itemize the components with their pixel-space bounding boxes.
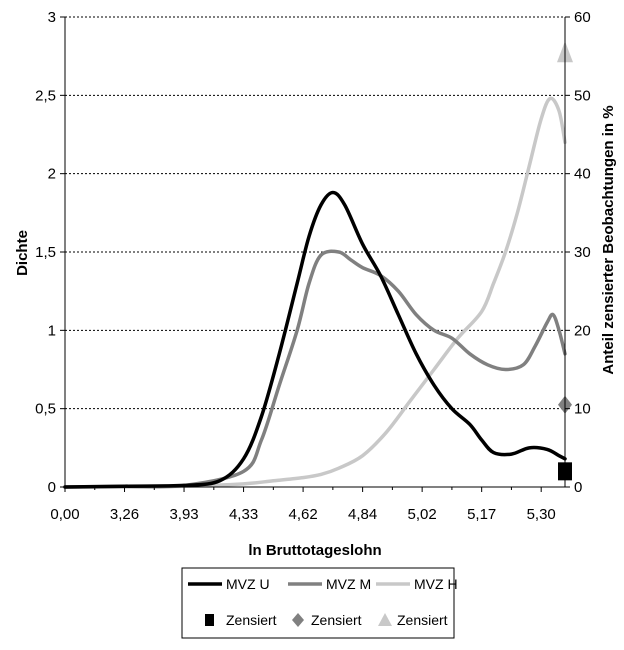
y-tick-label-0: 0 bbox=[48, 479, 56, 496]
y2-tick-label-3: 30 bbox=[574, 244, 591, 261]
legend: MVZ U MVZ M MVZ H Zensiert Zensiert Zens… bbox=[181, 567, 458, 639]
x-tick-label-1: 3,26 bbox=[110, 506, 139, 523]
legend-label-zensiert-u: Zensiert bbox=[226, 612, 277, 628]
x-tick-label-3: 4,33 bbox=[229, 506, 258, 523]
grid-layer bbox=[65, 16, 565, 410]
legend-label-mvz-h: MVZ H bbox=[414, 576, 458, 592]
series-line-mvz-m bbox=[63, 249, 567, 489]
legend-marker-diamond bbox=[292, 613, 304, 627]
series-layer bbox=[63, 96, 567, 489]
legend-label-zensiert-m: Zensiert bbox=[311, 612, 362, 628]
legend-item-mvz-u: MVZ U bbox=[188, 576, 270, 592]
y-tick-label-4: 2 bbox=[48, 166, 56, 183]
y2-tick-label-6: 60 bbox=[574, 9, 591, 26]
legend-label-mvz-m: MVZ M bbox=[326, 576, 371, 592]
y2-tick-label-2: 20 bbox=[574, 322, 591, 339]
y-tick-label-2: 1 bbox=[48, 322, 56, 339]
x-tick-label-5: 4,84 bbox=[348, 506, 377, 523]
legend-item-zensiert-m: Zensiert bbox=[292, 612, 362, 628]
x-tick-label-6: 5,02 bbox=[408, 506, 437, 523]
y-tick-label-5: 2,5 bbox=[35, 87, 56, 104]
x-tick-label-4: 4,62 bbox=[288, 506, 317, 523]
legend-marker-square bbox=[205, 614, 214, 626]
legend-label-mvz-u: MVZ U bbox=[226, 576, 270, 592]
y-tick-label-3: 1,5 bbox=[35, 244, 56, 261]
legend-item-mvz-h: MVZ H bbox=[376, 576, 458, 592]
x-tick-label-0: 0,00 bbox=[50, 506, 79, 523]
y-axis-title: Dichte bbox=[14, 230, 31, 276]
x-axis-title: ln Bruttotageslohn bbox=[248, 542, 381, 559]
y2-axis-title: Anteil zensierter Beobachtungen in % bbox=[600, 105, 617, 374]
y2-tick-label-1: 10 bbox=[574, 401, 591, 418]
legend-box bbox=[181, 567, 455, 639]
y-tick-label-1: 0,5 bbox=[35, 401, 56, 418]
y2-tick-label-4: 40 bbox=[574, 166, 591, 183]
y2-tick-label-5: 50 bbox=[574, 87, 591, 104]
series-line-mvz-u bbox=[63, 190, 567, 489]
series-line-mvz-h bbox=[63, 96, 567, 489]
x-tick-label-2: 3,93 bbox=[169, 506, 198, 523]
legend-item-mvz-m: MVZ M bbox=[288, 576, 371, 592]
y-tick-label-6: 3 bbox=[48, 9, 56, 26]
y2-tick-label-0: 0 bbox=[574, 479, 582, 496]
legend-item-zensiert-h: Zensiert bbox=[378, 612, 448, 628]
legend-label-zensiert-h: Zensiert bbox=[397, 612, 448, 628]
x-tick-label-8: 5,30 bbox=[527, 506, 556, 523]
x-tick-label-7: 5,17 bbox=[467, 506, 496, 523]
legend-marker-triangle bbox=[378, 613, 392, 626]
legend-item-zensiert-u: Zensiert bbox=[205, 612, 277, 628]
